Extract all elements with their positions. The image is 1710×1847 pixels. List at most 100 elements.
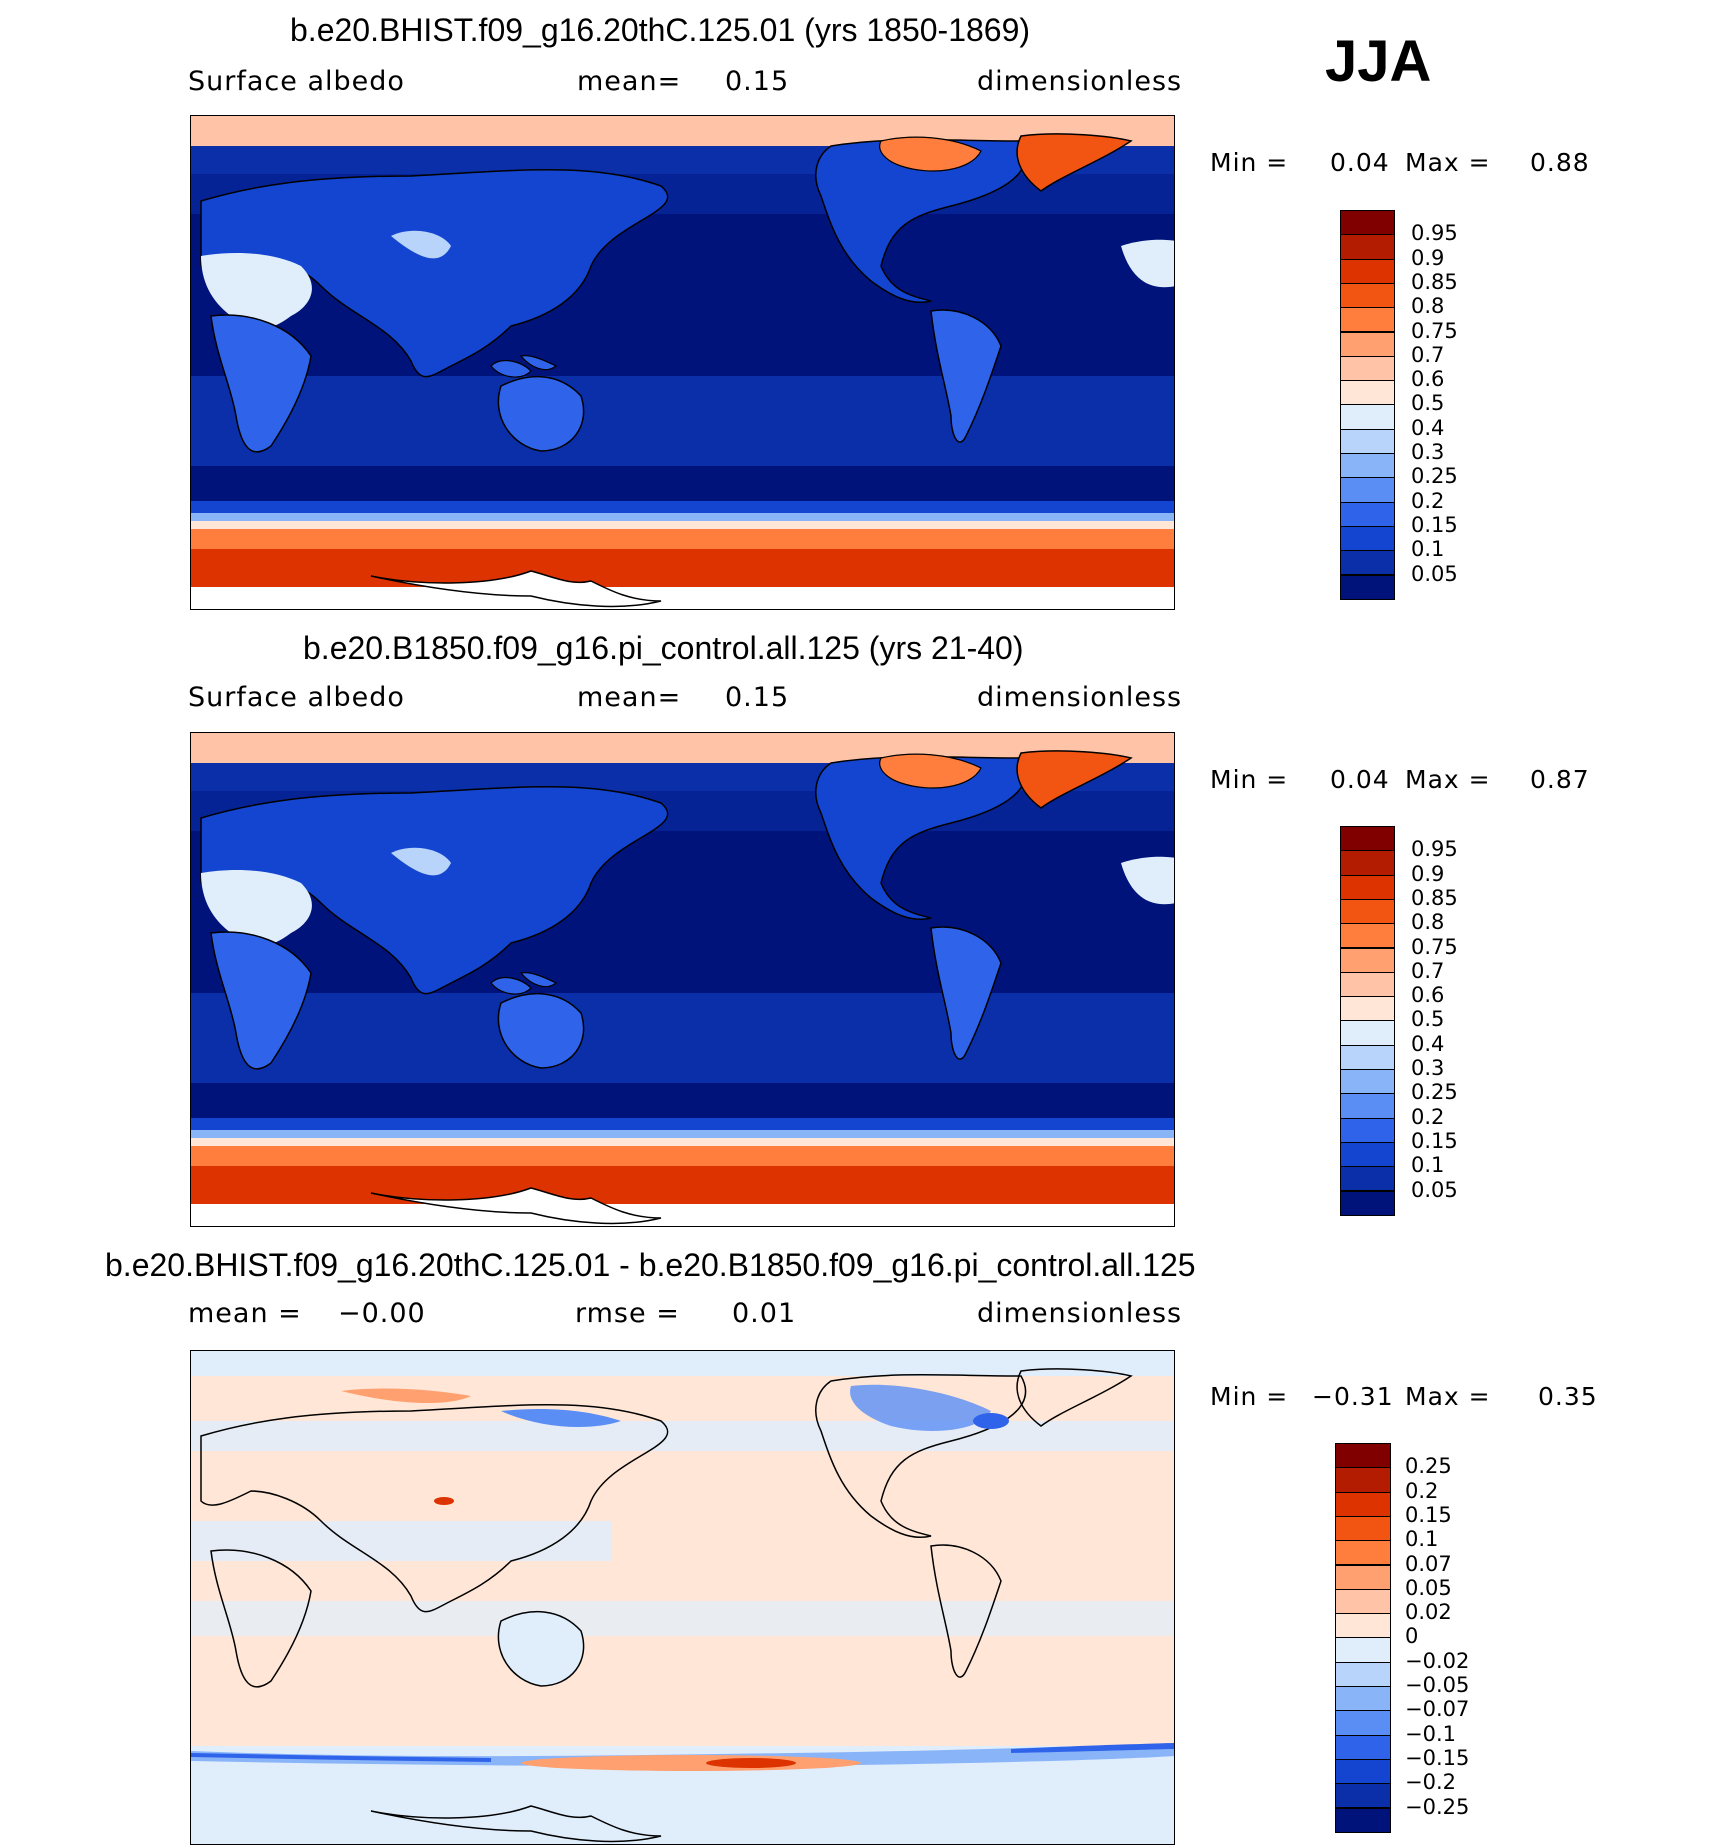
colorbar-tick-label: 0.8 <box>1411 910 1445 935</box>
colorbar-swatch <box>1340 331 1395 357</box>
colorbar-tick-label: 0.5 <box>1411 1007 1445 1032</box>
colorbar-swatch <box>1335 1686 1391 1712</box>
panel-2-map-svg <box>191 733 1174 1226</box>
panel-3-max-label: Max = <box>1405 1382 1491 1411</box>
colorbar-swatch <box>1340 826 1395 852</box>
colorbar-swatch <box>1340 574 1395 600</box>
colorbar-swatch <box>1340 380 1395 406</box>
colorbar-swatch <box>1335 1807 1391 1833</box>
panel-1-min-value: 0.04 <box>1330 148 1390 177</box>
colorbar-tick-label: 0.75 <box>1411 934 1458 959</box>
panel-3-map-svg <box>191 1351 1174 1844</box>
colorbar-swatch <box>1340 1166 1395 1192</box>
colorbar-swatch <box>1340 923 1395 949</box>
colorbar-swatch <box>1340 282 1395 309</box>
colorbar-tick-label: 0.1 <box>1411 537 1445 562</box>
colorbar-swatch <box>1340 453 1395 479</box>
panel-2-variable-label: Surface albedo <box>188 682 405 713</box>
colorbar-swatch <box>1335 1564 1391 1590</box>
colorbar-tick-label: 0.9 <box>1411 245 1445 270</box>
panel-2-title: b.e20.B1850.f09_g16.pi_control.all.125 (… <box>303 630 1024 666</box>
panel-3-difference-map <box>190 1350 1175 1845</box>
colorbar-tick-label: −0.15 <box>1405 1745 1470 1770</box>
colorbar-swatch <box>1340 996 1395 1022</box>
colorbar-swatch <box>1335 1491 1391 1517</box>
colorbar-swatch <box>1335 1758 1391 1785</box>
panel-2-units-label: dimensionless <box>977 682 1183 713</box>
colorbar-tick-label: 0.6 <box>1411 983 1445 1008</box>
panel-3-max-value: 0.35 <box>1538 1382 1598 1411</box>
colorbar-swatch <box>1335 1734 1391 1760</box>
panel-2-mean-label: mean= <box>577 682 682 713</box>
colorbar-tick-label: 0.3 <box>1411 440 1445 464</box>
colorbar-swatch <box>1335 1588 1391 1615</box>
colorbar-tick-label: 0.25 <box>1411 1080 1458 1105</box>
colorbar-tick-label: 0.95 <box>1411 221 1458 246</box>
colorbar-swatch <box>1340 477 1395 503</box>
colorbar-tick-label: 0.85 <box>1411 269 1458 294</box>
panel-3-units-label: dimensionless <box>977 1298 1183 1329</box>
colorbar-tick-label: 0.05 <box>1405 1575 1452 1600</box>
panel-1-albedo-map <box>190 115 1175 610</box>
colorbar-swatch <box>1340 550 1395 576</box>
colorbar-tick-label: 0.4 <box>1411 1031 1445 1056</box>
colorbar-swatch <box>1340 525 1395 552</box>
colorbar-tick-label: 0.9 <box>1411 861 1445 886</box>
colorbar-swatch <box>1340 210 1395 236</box>
colorbar-tick-label: −0.05 <box>1405 1673 1470 1697</box>
colorbar-swatch <box>1340 1020 1395 1046</box>
colorbar-swatch <box>1340 971 1395 998</box>
panel-3-mean-value: −0.00 <box>338 1298 426 1329</box>
panel-1-max-value: 0.88 <box>1530 148 1590 177</box>
season-label: JJA <box>1325 29 1432 94</box>
colorbar-tick-label: 0.02 <box>1405 1600 1452 1625</box>
panel-1-max-label: Max = <box>1405 148 1491 177</box>
panel-1-units-label: dimensionless <box>977 66 1183 97</box>
colorbar-swatch <box>1340 404 1395 430</box>
panel-1-mean-value: 0.15 <box>725 66 790 97</box>
colorbar-tick-label: 0.2 <box>1405 1478 1439 1503</box>
panel-3-title: b.e20.BHIST.f09_g16.20thC.125.01 - b.e20… <box>105 1247 1196 1283</box>
colorbar-tick-label: 0.15 <box>1411 512 1458 537</box>
colorbar-swatch <box>1335 1613 1391 1639</box>
colorbar-tick-label: 0.2 <box>1411 1104 1445 1129</box>
colorbar-tick-label: −0.25 <box>1405 1794 1470 1819</box>
colorbar-swatch <box>1340 1069 1395 1095</box>
panel-1-min-label: Min = <box>1210 148 1289 177</box>
colorbar-swatch <box>1340 874 1395 900</box>
colorbar-tick-label: 0.8 <box>1411 294 1445 319</box>
panel-2-albedo-map <box>190 732 1175 1227</box>
colorbar-swatch <box>1335 1710 1391 1736</box>
colorbar-tick-label: −0.02 <box>1405 1648 1470 1673</box>
colorbar-swatch <box>1335 1661 1391 1687</box>
colorbar-tick-label: 0.1 <box>1411 1153 1445 1178</box>
colorbar-swatch <box>1340 1117 1395 1143</box>
colorbar-swatch <box>1335 1540 1391 1566</box>
colorbar-tick-label: −0.2 <box>1405 1770 1456 1795</box>
colorbar-tick-label: 0.75 <box>1411 318 1458 343</box>
panel-1-map-svg <box>191 116 1174 609</box>
panel-3-mean-label: mean = <box>188 1298 302 1329</box>
colorbar-swatch <box>1335 1467 1391 1493</box>
colorbar-swatch <box>1340 850 1395 876</box>
colorbar-tick-label: 0.7 <box>1411 958 1445 983</box>
panel-2-max-label: Max = <box>1405 765 1491 794</box>
colorbar-tick-label: 0.95 <box>1411 837 1458 862</box>
colorbar-tick-label: 0.3 <box>1411 1056 1445 1080</box>
colorbar-tick-label: 0.2 <box>1411 488 1445 513</box>
colorbar-swatch <box>1340 947 1395 973</box>
colorbar-tick-label: 0.25 <box>1411 464 1458 489</box>
colorbar-swatch <box>1340 1093 1395 1119</box>
colorbar-tick-label: 0.05 <box>1411 561 1458 586</box>
colorbar-swatch <box>1340 258 1395 284</box>
colorbar-tick-label: 0.7 <box>1411 342 1445 367</box>
colorbar-swatch <box>1340 1190 1395 1216</box>
colorbar-tick-label: 0.85 <box>1411 885 1458 910</box>
panel-3-min-label: Min = <box>1210 1382 1289 1411</box>
panel-3-rmse-value: 0.01 <box>732 1298 797 1329</box>
colorbar-swatch <box>1335 1783 1391 1809</box>
panel-1-mean-label: mean= <box>577 66 682 97</box>
colorbar-tick-label: −0.07 <box>1405 1697 1470 1722</box>
colorbar-tick-label: 0.05 <box>1411 1177 1458 1202</box>
colorbar-tick-label: 0.25 <box>1405 1454 1452 1479</box>
